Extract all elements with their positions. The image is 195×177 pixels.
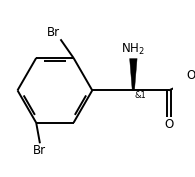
Text: Br: Br	[33, 144, 46, 157]
Text: OH: OH	[187, 69, 195, 82]
Text: Br: Br	[46, 25, 59, 39]
Polygon shape	[130, 59, 137, 90]
Text: &1: &1	[134, 91, 146, 100]
Text: NH$_2$: NH$_2$	[121, 42, 145, 57]
Text: O: O	[164, 118, 174, 131]
